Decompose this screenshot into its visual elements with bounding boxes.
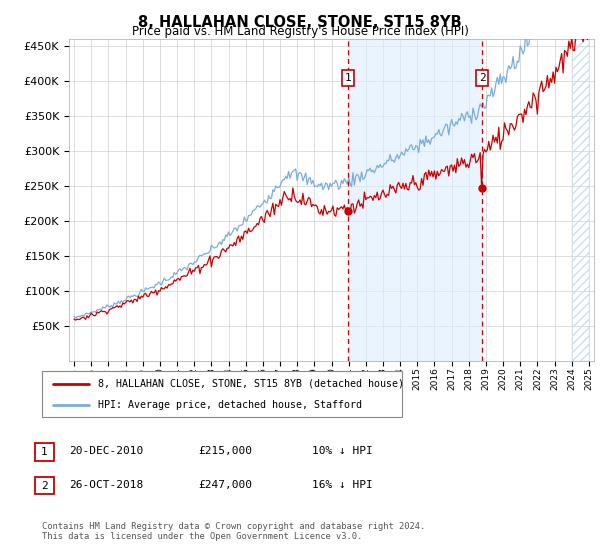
Text: HPI: Average price, detached house, Stafford: HPI: Average price, detached house, Staf…: [98, 400, 362, 410]
Text: Contains HM Land Registry data © Crown copyright and database right 2024.
This d: Contains HM Land Registry data © Crown c…: [42, 522, 425, 542]
Text: Price paid vs. HM Land Registry's House Price Index (HPI): Price paid vs. HM Land Registry's House …: [131, 25, 469, 38]
Text: 10% ↓ HPI: 10% ↓ HPI: [312, 446, 373, 456]
Text: 8, HALLAHAN CLOSE, STONE, ST15 8YB (detached house): 8, HALLAHAN CLOSE, STONE, ST15 8YB (deta…: [98, 379, 404, 389]
Text: 2: 2: [41, 480, 48, 491]
Text: 20-DEC-2010: 20-DEC-2010: [69, 446, 143, 456]
FancyBboxPatch shape: [35, 477, 54, 494]
FancyBboxPatch shape: [35, 443, 54, 461]
FancyBboxPatch shape: [42, 371, 402, 417]
Text: 26-OCT-2018: 26-OCT-2018: [69, 480, 143, 490]
Text: 2: 2: [479, 73, 485, 83]
Text: 16% ↓ HPI: 16% ↓ HPI: [312, 480, 373, 490]
Text: 1: 1: [41, 447, 48, 457]
Text: £215,000: £215,000: [198, 446, 252, 456]
Text: 8, HALLAHAN CLOSE, STONE, ST15 8YB: 8, HALLAHAN CLOSE, STONE, ST15 8YB: [138, 15, 462, 30]
Text: 1: 1: [344, 73, 352, 83]
Text: £247,000: £247,000: [198, 480, 252, 490]
